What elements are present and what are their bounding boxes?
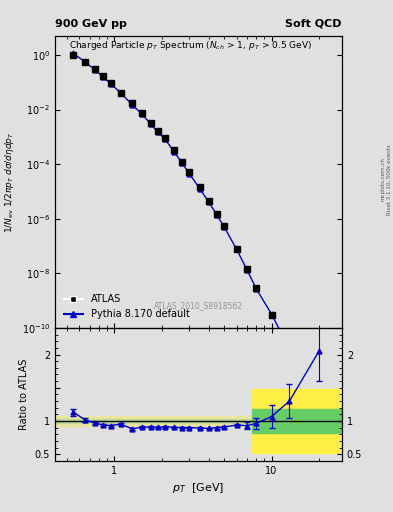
Y-axis label: Ratio to ATLAS: Ratio to ATLAS [19,359,29,430]
Text: Soft QCD: Soft QCD [285,18,342,29]
Text: Charged Particle $p_T$ Spectrum ($N_{ch}$ > 1, $p_T$ > 0.5 GeV): Charged Particle $p_T$ Spectrum ($N_{ch}… [70,39,312,52]
Text: ATLAS_2010_S8918562: ATLAS_2010_S8918562 [154,302,243,310]
Text: Rivet 3.1.10, 500k events: Rivet 3.1.10, 500k events [387,144,391,215]
Text: 900 GeV pp: 900 GeV pp [55,18,127,29]
Y-axis label: $1/N_\mathrm{ev}$ $1/2\pi p_T$ $d\sigma/d\eta dp_T$: $1/N_\mathrm{ev}$ $1/2\pi p_T$ $d\sigma/… [3,131,16,233]
Legend: ATLAS, Pythia 8.170 default: ATLAS, Pythia 8.170 default [60,290,194,323]
Text: mcplots.cern.ch: mcplots.cern.ch [381,157,386,201]
X-axis label: $p_T$  [GeV]: $p_T$ [GeV] [173,481,224,495]
